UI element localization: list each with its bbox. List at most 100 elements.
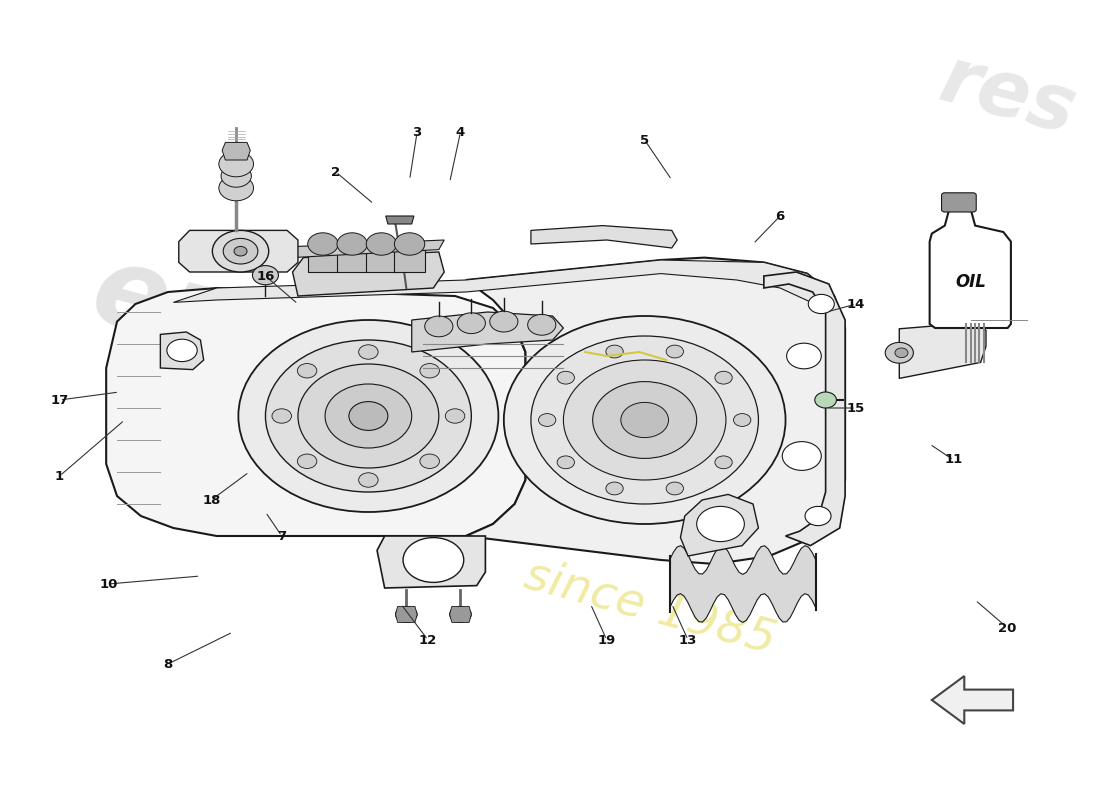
Polygon shape — [450, 606, 471, 622]
Text: 15: 15 — [847, 402, 865, 414]
Circle shape — [606, 482, 624, 495]
Polygon shape — [308, 244, 338, 272]
Text: a passion for: a passion for — [326, 431, 649, 561]
Text: 18: 18 — [202, 494, 220, 506]
Circle shape — [239, 320, 498, 512]
Text: 11: 11 — [944, 454, 962, 466]
Text: 8: 8 — [163, 658, 173, 670]
Polygon shape — [681, 494, 758, 556]
Circle shape — [396, 606, 417, 622]
Circle shape — [234, 246, 248, 256]
Text: 1: 1 — [55, 470, 64, 482]
Circle shape — [715, 456, 733, 469]
FancyBboxPatch shape — [942, 193, 976, 212]
Text: 19: 19 — [597, 634, 616, 646]
Circle shape — [528, 314, 556, 335]
Circle shape — [593, 382, 696, 458]
Circle shape — [539, 414, 556, 426]
Polygon shape — [395, 244, 425, 272]
Circle shape — [667, 482, 683, 495]
Polygon shape — [386, 216, 414, 224]
Text: 2: 2 — [331, 166, 340, 178]
Polygon shape — [107, 288, 526, 536]
Polygon shape — [930, 210, 1011, 328]
Circle shape — [786, 343, 822, 369]
Text: 3: 3 — [412, 126, 421, 138]
Polygon shape — [763, 272, 845, 546]
Polygon shape — [466, 258, 845, 564]
Text: 20: 20 — [999, 622, 1016, 634]
Circle shape — [212, 230, 268, 272]
Text: since 1985: since 1985 — [519, 553, 781, 663]
Text: 5: 5 — [640, 134, 649, 146]
Circle shape — [557, 456, 574, 469]
Circle shape — [297, 454, 317, 469]
Circle shape — [349, 402, 388, 430]
Polygon shape — [531, 226, 678, 248]
Circle shape — [805, 506, 830, 526]
Circle shape — [782, 442, 822, 470]
Circle shape — [715, 371, 733, 384]
Circle shape — [167, 339, 197, 362]
Text: 13: 13 — [679, 634, 697, 646]
Polygon shape — [174, 260, 834, 308]
Circle shape — [425, 316, 453, 337]
Polygon shape — [670, 546, 816, 622]
Circle shape — [490, 311, 518, 332]
Circle shape — [298, 364, 439, 468]
Circle shape — [620, 402, 669, 438]
Circle shape — [563, 360, 726, 480]
Circle shape — [808, 294, 834, 314]
Text: OIL: OIL — [956, 273, 987, 290]
Text: 14: 14 — [847, 298, 865, 310]
Circle shape — [297, 363, 317, 378]
Circle shape — [504, 316, 785, 524]
Circle shape — [324, 384, 411, 448]
Text: 12: 12 — [419, 634, 437, 646]
Circle shape — [450, 606, 471, 622]
Circle shape — [265, 340, 471, 492]
Circle shape — [221, 165, 252, 187]
Polygon shape — [179, 230, 298, 272]
Circle shape — [420, 454, 439, 469]
Circle shape — [895, 348, 908, 358]
Polygon shape — [293, 240, 444, 258]
Circle shape — [606, 345, 624, 358]
Circle shape — [696, 506, 745, 542]
Circle shape — [337, 233, 367, 255]
Circle shape — [359, 345, 378, 359]
Circle shape — [403, 538, 464, 582]
Circle shape — [395, 233, 425, 255]
Polygon shape — [900, 322, 986, 378]
Polygon shape — [293, 252, 444, 296]
Polygon shape — [366, 244, 397, 272]
Text: 6: 6 — [776, 210, 784, 222]
Circle shape — [667, 345, 683, 358]
Text: 17: 17 — [51, 394, 68, 406]
Polygon shape — [377, 536, 485, 588]
Polygon shape — [337, 244, 367, 272]
Circle shape — [886, 342, 913, 363]
Circle shape — [446, 409, 465, 423]
Circle shape — [734, 414, 751, 426]
Polygon shape — [411, 312, 563, 352]
Polygon shape — [161, 332, 204, 370]
Text: 16: 16 — [256, 270, 275, 282]
Text: 10: 10 — [99, 578, 118, 590]
Circle shape — [219, 175, 253, 201]
Circle shape — [815, 392, 836, 408]
Text: 4: 4 — [455, 126, 465, 138]
Circle shape — [219, 151, 253, 177]
Circle shape — [557, 371, 574, 384]
Text: 7: 7 — [277, 530, 286, 542]
Polygon shape — [222, 142, 251, 160]
Polygon shape — [396, 606, 417, 622]
Circle shape — [272, 409, 292, 423]
Text: europ: europ — [80, 237, 461, 435]
Circle shape — [223, 238, 257, 264]
Text: res: res — [932, 42, 1084, 150]
Circle shape — [253, 266, 278, 285]
Polygon shape — [932, 676, 1013, 724]
Circle shape — [420, 363, 439, 378]
Circle shape — [458, 313, 485, 334]
